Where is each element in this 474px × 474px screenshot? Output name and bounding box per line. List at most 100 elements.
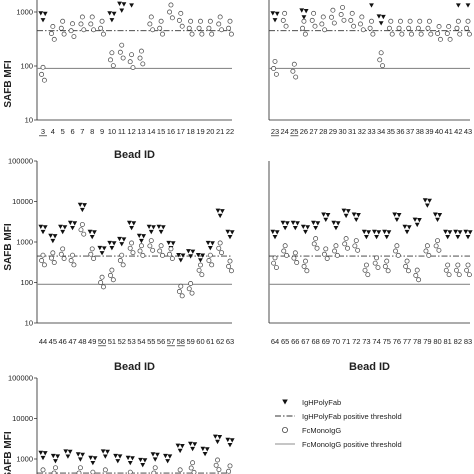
ighpolyfab-point (303, 229, 308, 235)
fcmonoigg-point (198, 18, 203, 24)
threshold-lines (37, 255, 232, 285)
fcmonoigg-point (178, 283, 184, 289)
fcmonoigg-point (282, 10, 288, 16)
ighpolyfab-point (422, 198, 428, 203)
ighpolyfab-point (353, 217, 359, 223)
fcmonoigg-point (273, 265, 279, 270)
fcmonoigg-point (179, 293, 185, 299)
ighpolyfab-point (378, 21, 384, 26)
fcmonoigg-point (109, 267, 115, 273)
fcmonoigg-point (189, 290, 195, 296)
ighpolyfab-point (295, 221, 300, 226)
fcmonoigg-point (226, 263, 232, 269)
bead-47: 47 (67, 220, 78, 346)
fcmonoigg-point (302, 31, 308, 37)
fcmonoigg-point (436, 247, 442, 253)
ighpolyfab-point (300, 224, 306, 230)
x-tick-label: 26 (300, 127, 308, 136)
x-tick-label: 18 (186, 127, 194, 136)
y-tick-label: 10000 (12, 197, 33, 206)
fcmonoigg-point (399, 31, 405, 37)
fcmonoigg-point (167, 251, 172, 257)
y-axis-label: SAFB MFI (3, 431, 14, 474)
fcmonoigg-point (120, 55, 126, 61)
x-tick-label: 62 (216, 337, 224, 346)
bead-51: 51 (107, 240, 117, 346)
fcmonoigg-point (372, 260, 378, 266)
fcmonoigg-point (312, 23, 318, 29)
fcmonoigg-point (78, 21, 84, 27)
y-tick-label: 100 (20, 278, 33, 287)
x-tick-label: 80 (433, 337, 441, 346)
ighpolyfab-point (107, 11, 113, 16)
ighpolyfab-point (364, 234, 369, 240)
ighpolyfab-point (361, 229, 367, 235)
x-tick-label: 69 (322, 337, 330, 346)
fcmonoigg-point (48, 255, 54, 261)
x-tick-label: 39 (425, 127, 433, 136)
ighpolyfab-point (188, 254, 194, 259)
fcmonoigg-point (425, 25, 431, 31)
fcmonoigg-point (446, 24, 452, 29)
ighpolyfab-point (325, 212, 331, 218)
fcmonoigg-point (157, 25, 163, 31)
fcmonoigg-point (426, 18, 432, 24)
x-tick-label: 3 (41, 127, 45, 136)
bead-69: 69 (321, 212, 331, 346)
fcmonoigg-point (396, 25, 402, 31)
bead-68: 68 (311, 220, 321, 346)
bead-43: 43 (464, 3, 472, 136)
ighpolyfab-point (290, 220, 296, 226)
x-tick-label: 49 (88, 337, 96, 346)
ighpolyfab-point (115, 459, 121, 464)
x-tick-label: 30 (338, 127, 346, 136)
ighpolyfab-point (356, 212, 361, 218)
fcmonoigg-point (60, 18, 66, 24)
x-tick-label: 79 (423, 337, 431, 346)
ighpolyfab-point (117, 1, 122, 7)
fcmonoigg-point (188, 465, 194, 471)
bead-17: 17 (177, 10, 185, 136)
x-tick-label: 5 (61, 127, 65, 136)
fcmonoigg-point (455, 262, 461, 268)
x-tick-label: 53 (127, 337, 135, 346)
y-tick-label: 1000 (16, 238, 33, 247)
bead-70: 70 (331, 220, 341, 346)
ighpolyfab-point (380, 14, 386, 20)
y-tick-label: 100000 (8, 157, 33, 166)
bead-25: 25 (290, 61, 298, 137)
x-tick-label: 20 (206, 127, 214, 136)
x-tick-label: 56 (157, 337, 165, 346)
fcmonoigg-point (217, 240, 223, 246)
ighpolyfab-point (40, 229, 46, 235)
x-tick-label: 74 (372, 337, 380, 346)
ighpolyfab-point (331, 220, 337, 226)
panel-p2: 23 24 25 26 27 28 29 30 31 32 33 34 35 36 37 38 39 40 41 42… (268, 0, 472, 137)
fcmonoigg-point (158, 243, 164, 249)
fcmonoigg-point (271, 260, 277, 266)
ighpolyfab-point (136, 233, 142, 239)
fcmonoigg-point (39, 258, 45, 263)
bead-65: 65 (280, 220, 290, 346)
bead-26: 26 (299, 8, 309, 136)
fcmonoigg-point (332, 248, 337, 254)
ighpolyfab-point (38, 11, 44, 16)
fcmonoigg-point (209, 262, 215, 268)
fcmonoigg-point (61, 31, 67, 37)
ighpolyfab-point (392, 212, 398, 217)
ighpolyfab-point (70, 225, 75, 231)
x-tick-label: 64 (271, 337, 279, 346)
fcmonoigg-point (199, 31, 205, 37)
bead-11: 11 (117, 1, 127, 136)
fcmonoigg-point (417, 18, 423, 24)
x-tick-label: 33 (367, 127, 375, 136)
ighpolyfab-point (366, 230, 372, 235)
fcmonoigg-point (362, 267, 368, 273)
ighpolyfab-point (335, 221, 341, 226)
fcmonoigg-point (207, 252, 213, 258)
panel-p3: 10 100 1000 10000 100000 44 45 46 47 48 49 50 51 52 53… (8, 157, 235, 373)
x-tick-label: 4 (51, 127, 55, 136)
bead-75: 75 (382, 229, 392, 346)
x-tick-label: 6 (70, 127, 74, 136)
ighpolyfab-point (227, 442, 233, 448)
